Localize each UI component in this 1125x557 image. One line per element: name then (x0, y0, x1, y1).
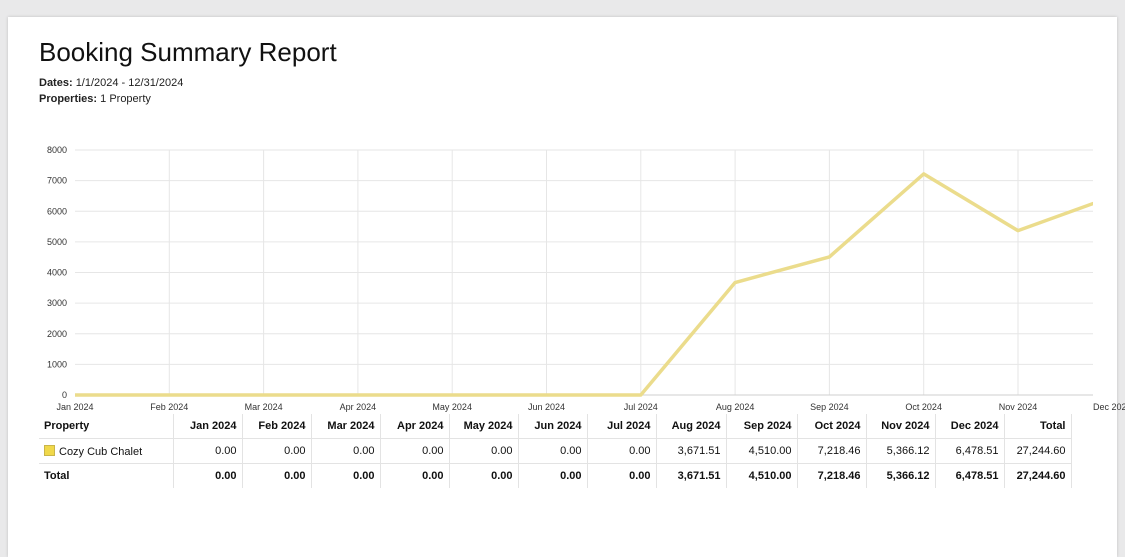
header-month: Oct 2024 (797, 414, 867, 439)
header-month: Feb 2024 (242, 414, 312, 439)
header-month: Aug 2024 (656, 414, 727, 439)
x-tick-label: Jul 2024 (624, 402, 658, 412)
value-cell: 5,366.12 (866, 438, 936, 464)
report-dates: Dates: 1/1/2024 - 12/31/2024 (39, 77, 183, 89)
x-tick-label: Dec 2024 (1093, 402, 1125, 412)
total-cell: 5,366.12 (866, 463, 936, 488)
total-cell: 6,478.51 (935, 463, 1005, 488)
property-cell: Cozy Cub Chalet (39, 438, 174, 464)
y-tick-label: 0 (62, 390, 67, 400)
x-tick-label: Sep 2024 (810, 402, 849, 412)
y-tick-label: 8000 (47, 145, 67, 155)
x-tick-label: Nov 2024 (999, 402, 1038, 412)
booking-line-chart: 0 1000 2000 3000 4000 5000 6000 7000 8000 Jan 202… (47, 145, 1125, 412)
property-color-swatch (44, 444, 55, 456)
header-month: Sep 2024 (726, 414, 798, 439)
x-tick-label: Feb 2024 (150, 402, 188, 412)
value-cell: 6,478.51 (935, 438, 1005, 464)
value-cell: 0.00 (380, 438, 450, 464)
total-cell: 0.00 (380, 463, 450, 488)
y-tick-label: 5000 (47, 237, 67, 247)
header-month: Jan 2024 (173, 414, 243, 439)
value-cell: 0.00 (518, 438, 588, 464)
header-month: Dec 2024 (935, 414, 1005, 439)
x-tick-label: Mar 2024 (245, 402, 283, 412)
table-header-row: Property Jan 2024 Feb 2024 Mar 2024 Apr … (39, 414, 1072, 439)
header-month: Jun 2024 (518, 414, 588, 439)
y-tick-label: 7000 (47, 176, 67, 186)
header-month: May 2024 (449, 414, 519, 439)
total-cell: 0.00 (518, 463, 588, 488)
y-tick-label: 4000 (47, 268, 67, 278)
y-tick-label: 6000 (47, 206, 67, 216)
y-tick-label: 1000 (47, 359, 67, 369)
total-cell: 0.00 (311, 463, 381, 488)
header-property: Property (39, 414, 174, 439)
properties-label: Properties: (39, 93, 98, 105)
dates-label: Dates: (39, 77, 73, 89)
x-tick-label: Jan 2024 (56, 402, 93, 412)
header-month: Apr 2024 (380, 414, 450, 439)
total-cell: 4,510.00 (726, 463, 798, 488)
value-cell: 7,218.46 (797, 438, 867, 464)
total-cell: 0.00 (173, 463, 243, 488)
total-cell: 0.00 (242, 463, 312, 488)
table-row: Cozy Cub Chalet 0.00 0.00 0.00 0.00 0.00… (39, 438, 1072, 464)
row-total-cell: 27,244.60 (1004, 438, 1072, 464)
header-total: Total (1004, 414, 1072, 439)
total-cell: 0.00 (587, 463, 657, 488)
value-cell: 0.00 (311, 438, 381, 464)
header-month: Jul 2024 (587, 414, 657, 439)
x-tick-label: Apr 2024 (340, 402, 377, 412)
total-cell: 7,218.46 (797, 463, 867, 488)
value-cell: 0.00 (242, 438, 312, 464)
total-cell: 0.00 (449, 463, 519, 488)
value-cell: 0.00 (587, 438, 657, 464)
grand-total-cell: 27,244.60 (1004, 463, 1072, 488)
properties-value: 1 Property (100, 93, 151, 105)
x-tick-label: Oct 2024 (905, 402, 942, 412)
header-month: Mar 2024 (311, 414, 381, 439)
value-cell: 4,510.00 (726, 438, 798, 464)
value-cell: 0.00 (449, 438, 519, 464)
header-month: Nov 2024 (866, 414, 936, 439)
x-tick-label: Jun 2024 (528, 402, 565, 412)
y-tick-label: 2000 (47, 329, 67, 339)
x-tick-label: May 2024 (432, 402, 472, 412)
total-cell: 3,671.51 (656, 463, 727, 488)
x-tick-label: Aug 2024 (716, 402, 755, 412)
page-title: Booking Summary Report (39, 37, 337, 67)
summary-table: Property Jan 2024 Feb 2024 Mar 2024 Apr … (39, 414, 1072, 488)
y-tick-label: 3000 (47, 298, 67, 308)
property-name: Cozy Cub Chalet (59, 445, 143, 458)
dates-value: 1/1/2024 - 12/31/2024 (75, 77, 184, 89)
total-label: Total (39, 463, 174, 488)
table-total-row: Total 0.00 0.00 0.00 0.00 0.00 0.00 0.00… (39, 463, 1072, 488)
value-cell: 3,671.51 (656, 438, 727, 464)
series-line (75, 172, 1093, 397)
value-cell: 0.00 (173, 438, 243, 464)
report-properties: Properties: 1 Property (39, 93, 151, 105)
